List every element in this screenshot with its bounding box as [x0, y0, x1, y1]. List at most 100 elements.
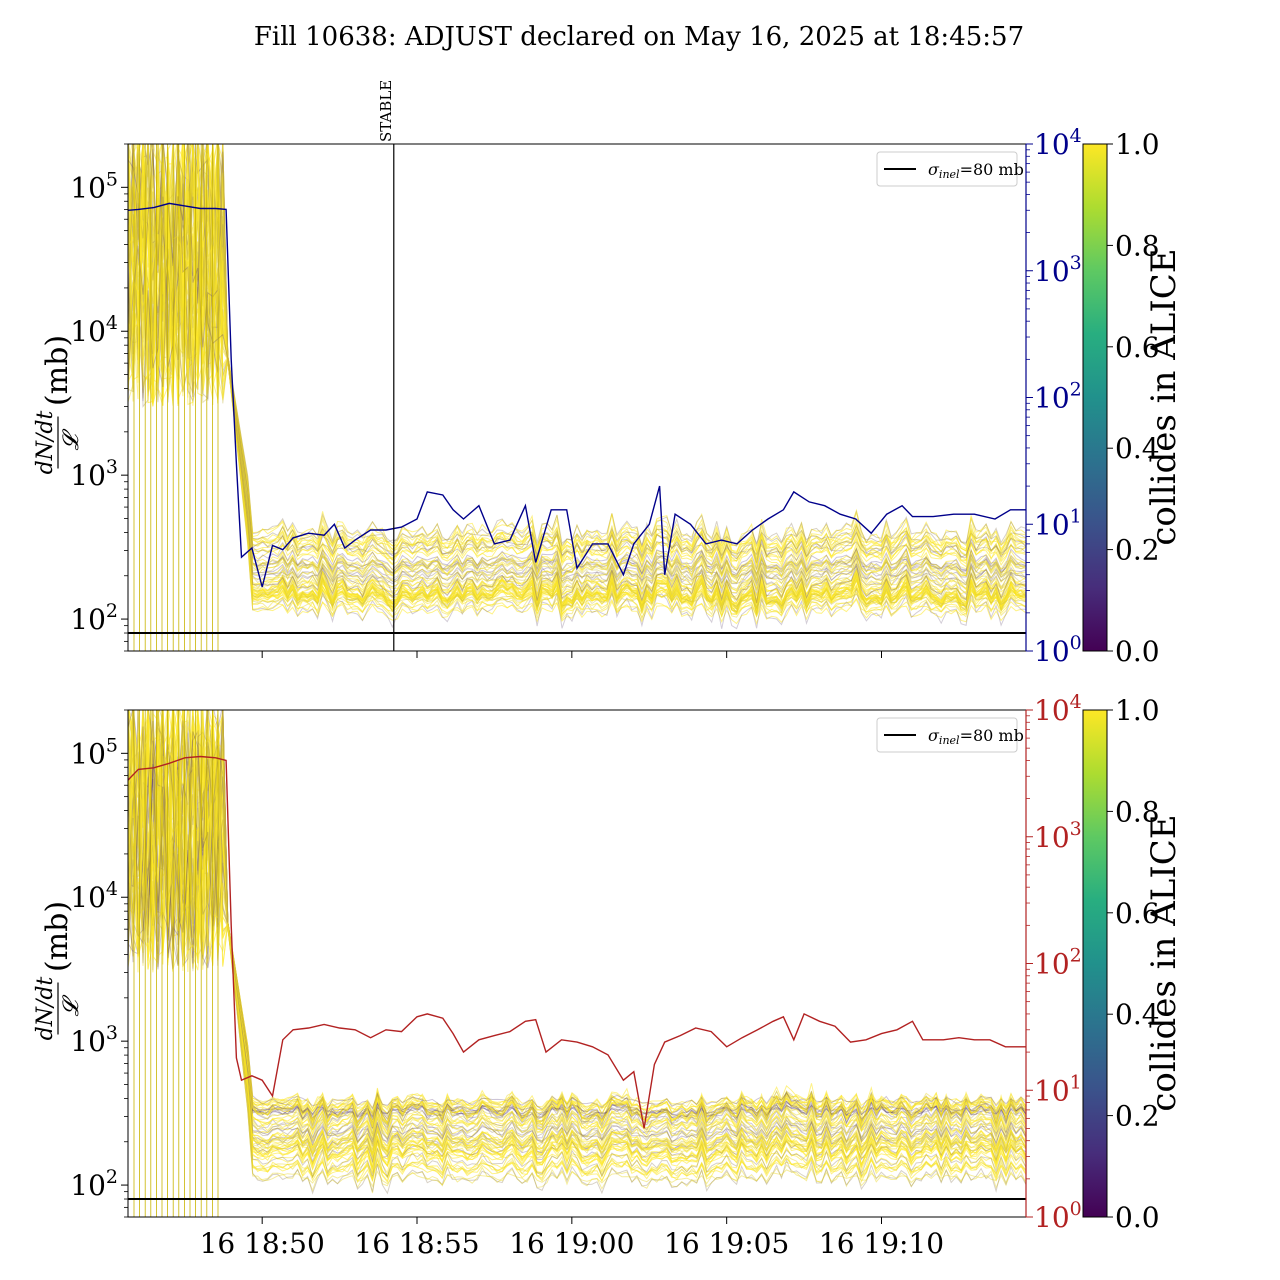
colorbar-tick-label: 0.8 [1115, 229, 1160, 262]
bunch-trace [128, 710, 1026, 1115]
plot-area-top [128, 144, 1026, 651]
bunch-trace [128, 710, 1026, 1111]
bunch-trace [128, 144, 1026, 609]
colorbar-tick-label: 0.6 [1115, 897, 1160, 930]
colorbar-bottom-label: collides in ALICE [1144, 814, 1184, 1111]
bunch-trace [128, 146, 1026, 619]
bunch-trace [128, 144, 1026, 563]
bunch-trace [128, 710, 1026, 1129]
bunch-trace [128, 710, 1026, 1160]
bunch-trace [128, 144, 1026, 570]
y2-tick-label: 101 [1034, 505, 1082, 541]
legend-label: σinel=80 mb [928, 726, 1024, 747]
legend-box [876, 717, 1018, 753]
bunch-trace [128, 719, 1026, 1194]
bunch-trace [128, 144, 1026, 610]
y-tick-label: 103 [70, 1022, 118, 1058]
bunch-trace [128, 722, 1026, 1157]
bunch-trace [128, 144, 1026, 601]
bunch-trace [128, 710, 1026, 1175]
y-label-numerator: dN/dt [33, 977, 58, 1041]
bunch-trace [128, 144, 1026, 611]
colorbar-tick-label: 1.0 [1115, 128, 1160, 161]
bunch-trace [128, 710, 1026, 1128]
bunch-trace [128, 710, 1026, 1113]
bunch-trace [128, 710, 1026, 1121]
bunch-trace [128, 144, 1026, 560]
bunch-trace [128, 721, 1026, 1155]
colorbar-bottom-ticks: 0.0 0.2 0.4 0.6 0.8 1.0 [1107, 694, 1160, 1234]
bunch-trace [128, 144, 1026, 576]
bunch-trace [128, 154, 1026, 586]
bunch-trace [128, 144, 1026, 583]
bunch-trace [128, 721, 1026, 1119]
bunch-trace [128, 710, 1026, 1117]
y2-ticks-top: 100 101 102 103 104 [1026, 125, 1082, 668]
bunch-trace [128, 710, 1026, 1137]
bunch-trace [128, 710, 1026, 1155]
y-tick-label: 104 [70, 312, 118, 348]
colorbar-tick-label: 0.0 [1115, 1201, 1160, 1234]
bunch-trace [128, 710, 1026, 1155]
bunch-trace [128, 710, 1026, 1184]
bunch-trace [128, 144, 1026, 626]
bunch-trace [128, 710, 1026, 1164]
bunch-trace [128, 710, 1026, 1132]
bunch-trace [128, 710, 1026, 1178]
colorbar-tick-label: 0.6 [1115, 331, 1160, 364]
y-label-denominator: 𝓛 [59, 429, 84, 451]
bunch-trace [128, 710, 1026, 1110]
colorbar-top: 0.0 0.2 0.4 0.6 0.8 1.0 collides in ALICE [1082, 128, 1184, 668]
bunch-trace [128, 144, 1026, 560]
y-tick-label: 105 [70, 168, 118, 204]
bunch-trace [128, 710, 1026, 1118]
y-axis-label-bottom: dN/dt 𝓛 (mb) [33, 901, 84, 1040]
bunch-trace [128, 144, 1026, 567]
bunch-trace [128, 158, 1026, 580]
bunch-trace [128, 151, 1026, 551]
bunch-trace [128, 710, 1026, 1121]
legend-box [876, 151, 1018, 187]
bunch-trace [128, 144, 1026, 555]
y-tick-label: 102 [70, 1166, 118, 1202]
bunch-trace [128, 710, 1026, 1170]
y-label-numerator: dN/dt [33, 411, 58, 475]
y2-ticks-bottom: 100 101 102 103 104 [1026, 691, 1082, 1234]
colorbar-top-label: collides in ALICE [1144, 248, 1184, 545]
bunch-trace [128, 144, 1026, 611]
bunch-trace [128, 144, 1026, 585]
bunch-traces-bottom [128, 710, 1026, 1195]
secondary-series-top [128, 202, 1026, 588]
y2-tick-label: 104 [1034, 691, 1082, 727]
bunch-trace [128, 710, 1026, 1134]
bunch-trace [128, 732, 1026, 1145]
bunch-trace [128, 710, 1026, 1145]
bunch-trace [128, 144, 1026, 577]
y2-tick-label: 104 [1034, 125, 1082, 161]
pre-adjust-spikes-top [133, 144, 219, 651]
legend-label: σinel=80 mb [928, 160, 1024, 181]
bunch-trace [128, 716, 1026, 1156]
bunch-trace [128, 144, 1026, 553]
x-ticks-bottom: 16 18:50 16 18:55 16 19:00 16 19:05 16 19:10 [200, 1217, 944, 1260]
y-tick-label: 105 [70, 734, 118, 770]
bunch-trace [128, 144, 1026, 588]
y2-tick-label: 103 [1034, 818, 1082, 854]
bunch-trace [128, 712, 1026, 1142]
bunch-trace [128, 144, 1026, 563]
x-tick-label: 16 19:00 [509, 1227, 634, 1260]
bunch-trace [128, 144, 1026, 560]
bunch-trace [128, 144, 1026, 565]
y2-tick-label: 103 [1034, 252, 1082, 288]
bunch-trace [128, 144, 1026, 555]
bunch-trace [128, 144, 1026, 572]
bunch-traces-top [128, 144, 1026, 630]
stable-label: STABLE [377, 80, 395, 142]
bunch-trace [128, 710, 1026, 1125]
bunch-trace [128, 710, 1026, 1117]
y2-tick-label: 102 [1034, 945, 1082, 981]
bunch-trace [128, 710, 1026, 1137]
bunch-trace [128, 710, 1026, 1165]
